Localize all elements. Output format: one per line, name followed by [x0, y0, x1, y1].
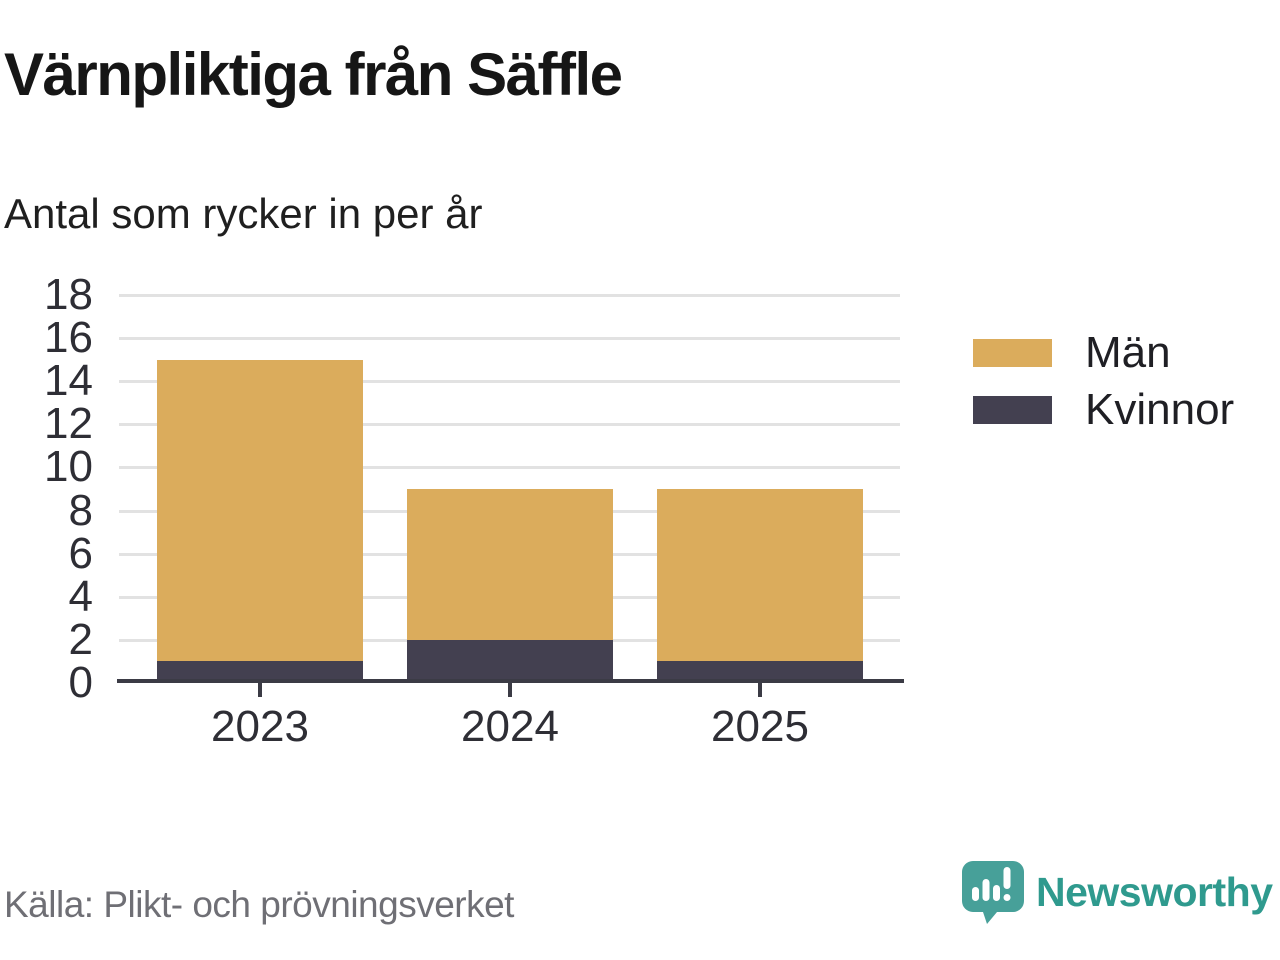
- y-axis-label-10: 10: [44, 442, 93, 491]
- x-axis-tick-2024: [508, 683, 512, 697]
- x-axis-label-2024: 2024: [461, 702, 559, 751]
- gridline-16: [119, 337, 900, 340]
- y-axis-label-16: 16: [44, 313, 93, 362]
- newsworthy-logo-icon: [962, 861, 1024, 924]
- bar-men-2023: [157, 360, 363, 661]
- legend-label-women: Kvinnor: [1085, 385, 1235, 434]
- y-axis-label-18: 18: [44, 270, 93, 319]
- gridline-18: [119, 294, 900, 297]
- legend-swatch-women: [973, 396, 1052, 424]
- y-axis-label-14: 14: [44, 356, 93, 405]
- gridline-12: [119, 423, 900, 426]
- legend-label-men: Män: [1085, 328, 1171, 377]
- x-axis-tick-2023: [258, 683, 262, 697]
- x-axis-label-2023: 2023: [211, 702, 309, 751]
- legend: Män Kvinnor: [973, 328, 1235, 443]
- y-axis-label-4: 4: [68, 572, 93, 621]
- gridline-10: [119, 466, 900, 469]
- x-axis-line: [117, 679, 904, 683]
- source-text: Källa: Plikt- och prövningsverket: [4, 884, 514, 925]
- newsworthy-wordmark: Newsworthy: [1036, 868, 1273, 915]
- bar-women-2025: [657, 661, 863, 683]
- y-axis-label-12: 12: [44, 399, 93, 448]
- legend-swatch-men: [973, 339, 1052, 367]
- y-axis-label-0: 0: [68, 658, 93, 707]
- bar-men-2025: [657, 489, 863, 661]
- y-axis-label-2: 2: [68, 615, 93, 664]
- bar-women-2023: [157, 661, 363, 683]
- newsworthy-logo: Newsworthy: [961, 858, 1273, 926]
- y-axis-label-8: 8: [68, 486, 93, 535]
- legend-item-women: Kvinnor: [973, 385, 1235, 434]
- x-axis-label-2025: 2025: [711, 702, 809, 751]
- chart-title: Värnpliktiga från Säffle: [4, 41, 623, 108]
- y-axis-label-6: 6: [68, 529, 93, 578]
- gridline-14: [119, 380, 900, 383]
- x-axis-tick-2025: [758, 683, 762, 697]
- bar-women-2024: [407, 640, 613, 683]
- bar-men-2024: [407, 489, 613, 640]
- legend-item-men: Män: [973, 328, 1234, 377]
- chart-subtitle: Antal som rycker in per år: [4, 190, 483, 237]
